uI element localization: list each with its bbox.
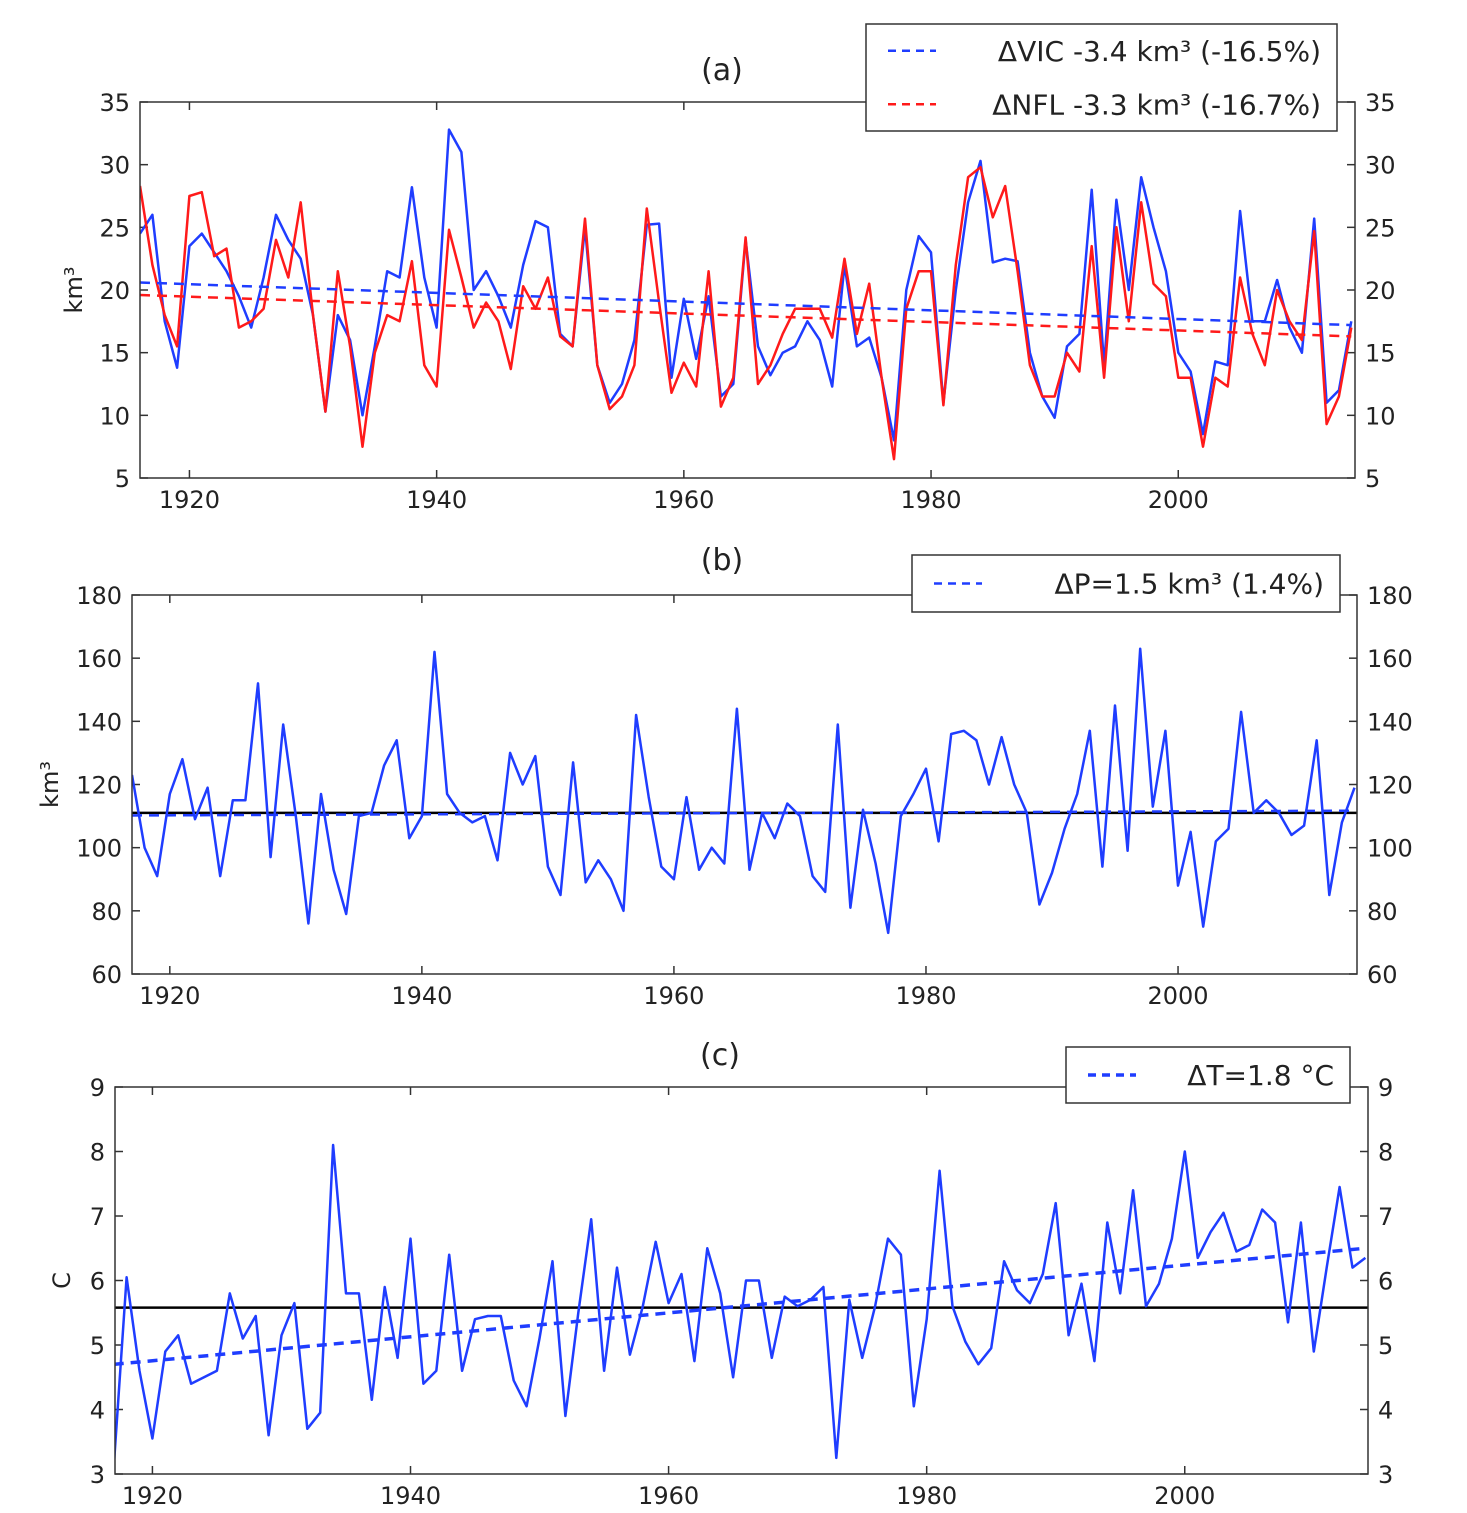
x-tick-label: 1940 xyxy=(380,1482,441,1510)
x-tick-label: 1960 xyxy=(643,982,704,1010)
trend-line-1 xyxy=(140,293,1352,338)
legend: ΔP=1.5 km³ (1.4%) xyxy=(911,554,1341,613)
x-tick-label: 1940 xyxy=(406,486,467,514)
y-tick-label: 180 xyxy=(76,582,122,610)
y-tick-label: 5 xyxy=(115,465,130,493)
y-tick-label-right: 60 xyxy=(1367,961,1398,989)
panel-title: (c) xyxy=(700,1038,740,1073)
plot-area xyxy=(140,128,1353,461)
y-tick-label: 5 xyxy=(90,1332,105,1360)
y-tick-label-right: 15 xyxy=(1365,340,1396,368)
y-tick-label: 160 xyxy=(76,645,122,673)
x-tick-label: 1980 xyxy=(901,486,962,514)
plot-frame xyxy=(131,594,1358,975)
legend-box xyxy=(865,23,1338,132)
panel-a: 5 5 10 10 15 15 20 20 25 25 30 30 35 35 1920 1940 1960 19… xyxy=(60,23,1396,514)
x-tick-label: 1920 xyxy=(159,486,220,514)
y-tick-label-right: 6 xyxy=(1378,1268,1393,1296)
x-tick-label: 2000 xyxy=(1154,1482,1215,1510)
y-tick-label-right: 140 xyxy=(1367,708,1413,736)
x-tick-label: 1940 xyxy=(391,982,452,1010)
y-tick-label: 15 xyxy=(99,340,130,368)
y-tick-label: 6 xyxy=(90,1268,105,1296)
legend-box xyxy=(1065,1046,1351,1104)
y-tick-label-right: 3 xyxy=(1378,1461,1393,1489)
panel-title: (b) xyxy=(701,543,743,578)
x-tick-label: 1920 xyxy=(122,1482,183,1510)
y-tick-label: 8 xyxy=(90,1139,105,1167)
y-tick-label: 140 xyxy=(76,708,122,736)
legend: ΔT=1.8 °C xyxy=(1065,1046,1351,1104)
y-axis-label: km³ xyxy=(60,267,88,314)
y-tick-label-right: 120 xyxy=(1367,772,1413,800)
y-tick-label-right: 7 xyxy=(1378,1203,1393,1231)
series-line-0 xyxy=(132,647,1356,935)
y-tick-label: 60 xyxy=(91,961,122,989)
y-tick-label: 4 xyxy=(90,1397,105,1425)
panel-b: 60 60 80 80 100 100 120 120 140 140 160 160 180 180 19… xyxy=(36,543,1413,1010)
trend-line-0 xyxy=(140,281,1352,327)
legend-label: ΔVIC -3.4 km³ (-16.5%) xyxy=(998,35,1321,68)
y-tick-label-right: 25 xyxy=(1365,214,1396,242)
y-tick-label-right: 5 xyxy=(1378,1332,1393,1360)
y-axis-label: km³ xyxy=(36,761,64,808)
panel-c: 3 3 4 4 5 5 6 6 7 7 8 8 9 9 1920 1940 1960 1980 2000 (c) C ΔT… xyxy=(48,1038,1393,1510)
legend-label: ΔT=1.8 °C xyxy=(1187,1059,1334,1092)
y-tick-label-right: 4 xyxy=(1378,1397,1393,1425)
y-tick-label-right: 100 xyxy=(1367,835,1413,863)
plot-area xyxy=(115,1143,1368,1467)
y-tick-label-right: 20 xyxy=(1365,277,1396,305)
series-line-0 xyxy=(115,1143,1367,1467)
y-axis-label: C xyxy=(48,1272,76,1289)
x-tick-label: 2000 xyxy=(1148,486,1209,514)
y-tick-label: 35 xyxy=(99,89,130,117)
y-tick-label-right: 180 xyxy=(1367,582,1413,610)
panel-title: (a) xyxy=(701,53,743,88)
series-line-1 xyxy=(140,165,1353,461)
y-tick-label: 9 xyxy=(90,1074,105,1102)
legend-box xyxy=(911,554,1341,613)
y-tick-label-right: 30 xyxy=(1365,152,1396,180)
x-tick-label: 2000 xyxy=(1148,982,1209,1010)
y-tick-label: 80 xyxy=(91,898,122,926)
plot-area xyxy=(132,647,1357,935)
plot-frame xyxy=(139,101,1356,479)
y-tick-label-right: 80 xyxy=(1367,898,1398,926)
legend-label: ΔP=1.5 km³ (1.4%) xyxy=(1054,568,1324,601)
x-tick-label: 1980 xyxy=(896,1482,957,1510)
series-line-0 xyxy=(140,128,1353,442)
y-tick-label: 120 xyxy=(76,772,122,800)
y-tick-label-right: 9 xyxy=(1378,1074,1393,1102)
y-tick-label: 10 xyxy=(99,402,130,430)
plot-frame xyxy=(114,1086,1369,1475)
legend-label: ΔNFL -3.3 km³ (-16.7%) xyxy=(992,88,1321,121)
y-tick-label: 30 xyxy=(99,152,130,180)
trend-line-0 xyxy=(115,1246,1366,1366)
y-tick-label-right: 5 xyxy=(1365,465,1380,493)
x-tick-label: 1960 xyxy=(653,486,714,514)
y-tick-label-right: 160 xyxy=(1367,645,1413,673)
x-tick-label: 1980 xyxy=(895,982,956,1010)
y-tick-label: 25 xyxy=(99,214,130,242)
y-tick-label: 20 xyxy=(99,277,130,305)
x-tick-label: 1920 xyxy=(139,982,200,1010)
y-tick-label: 3 xyxy=(90,1461,105,1489)
x-tick-label: 1960 xyxy=(638,1482,699,1510)
y-tick-label: 100 xyxy=(76,835,122,863)
legend: ΔVIC -3.4 km³ (-16.5%) ΔNFL -3.3 km³ (-16… xyxy=(865,23,1338,132)
y-tick-label-right: 10 xyxy=(1365,402,1396,430)
y-tick-label-right: 35 xyxy=(1365,89,1396,117)
y-tick-label: 7 xyxy=(90,1203,105,1231)
y-tick-label-right: 8 xyxy=(1378,1139,1393,1167)
